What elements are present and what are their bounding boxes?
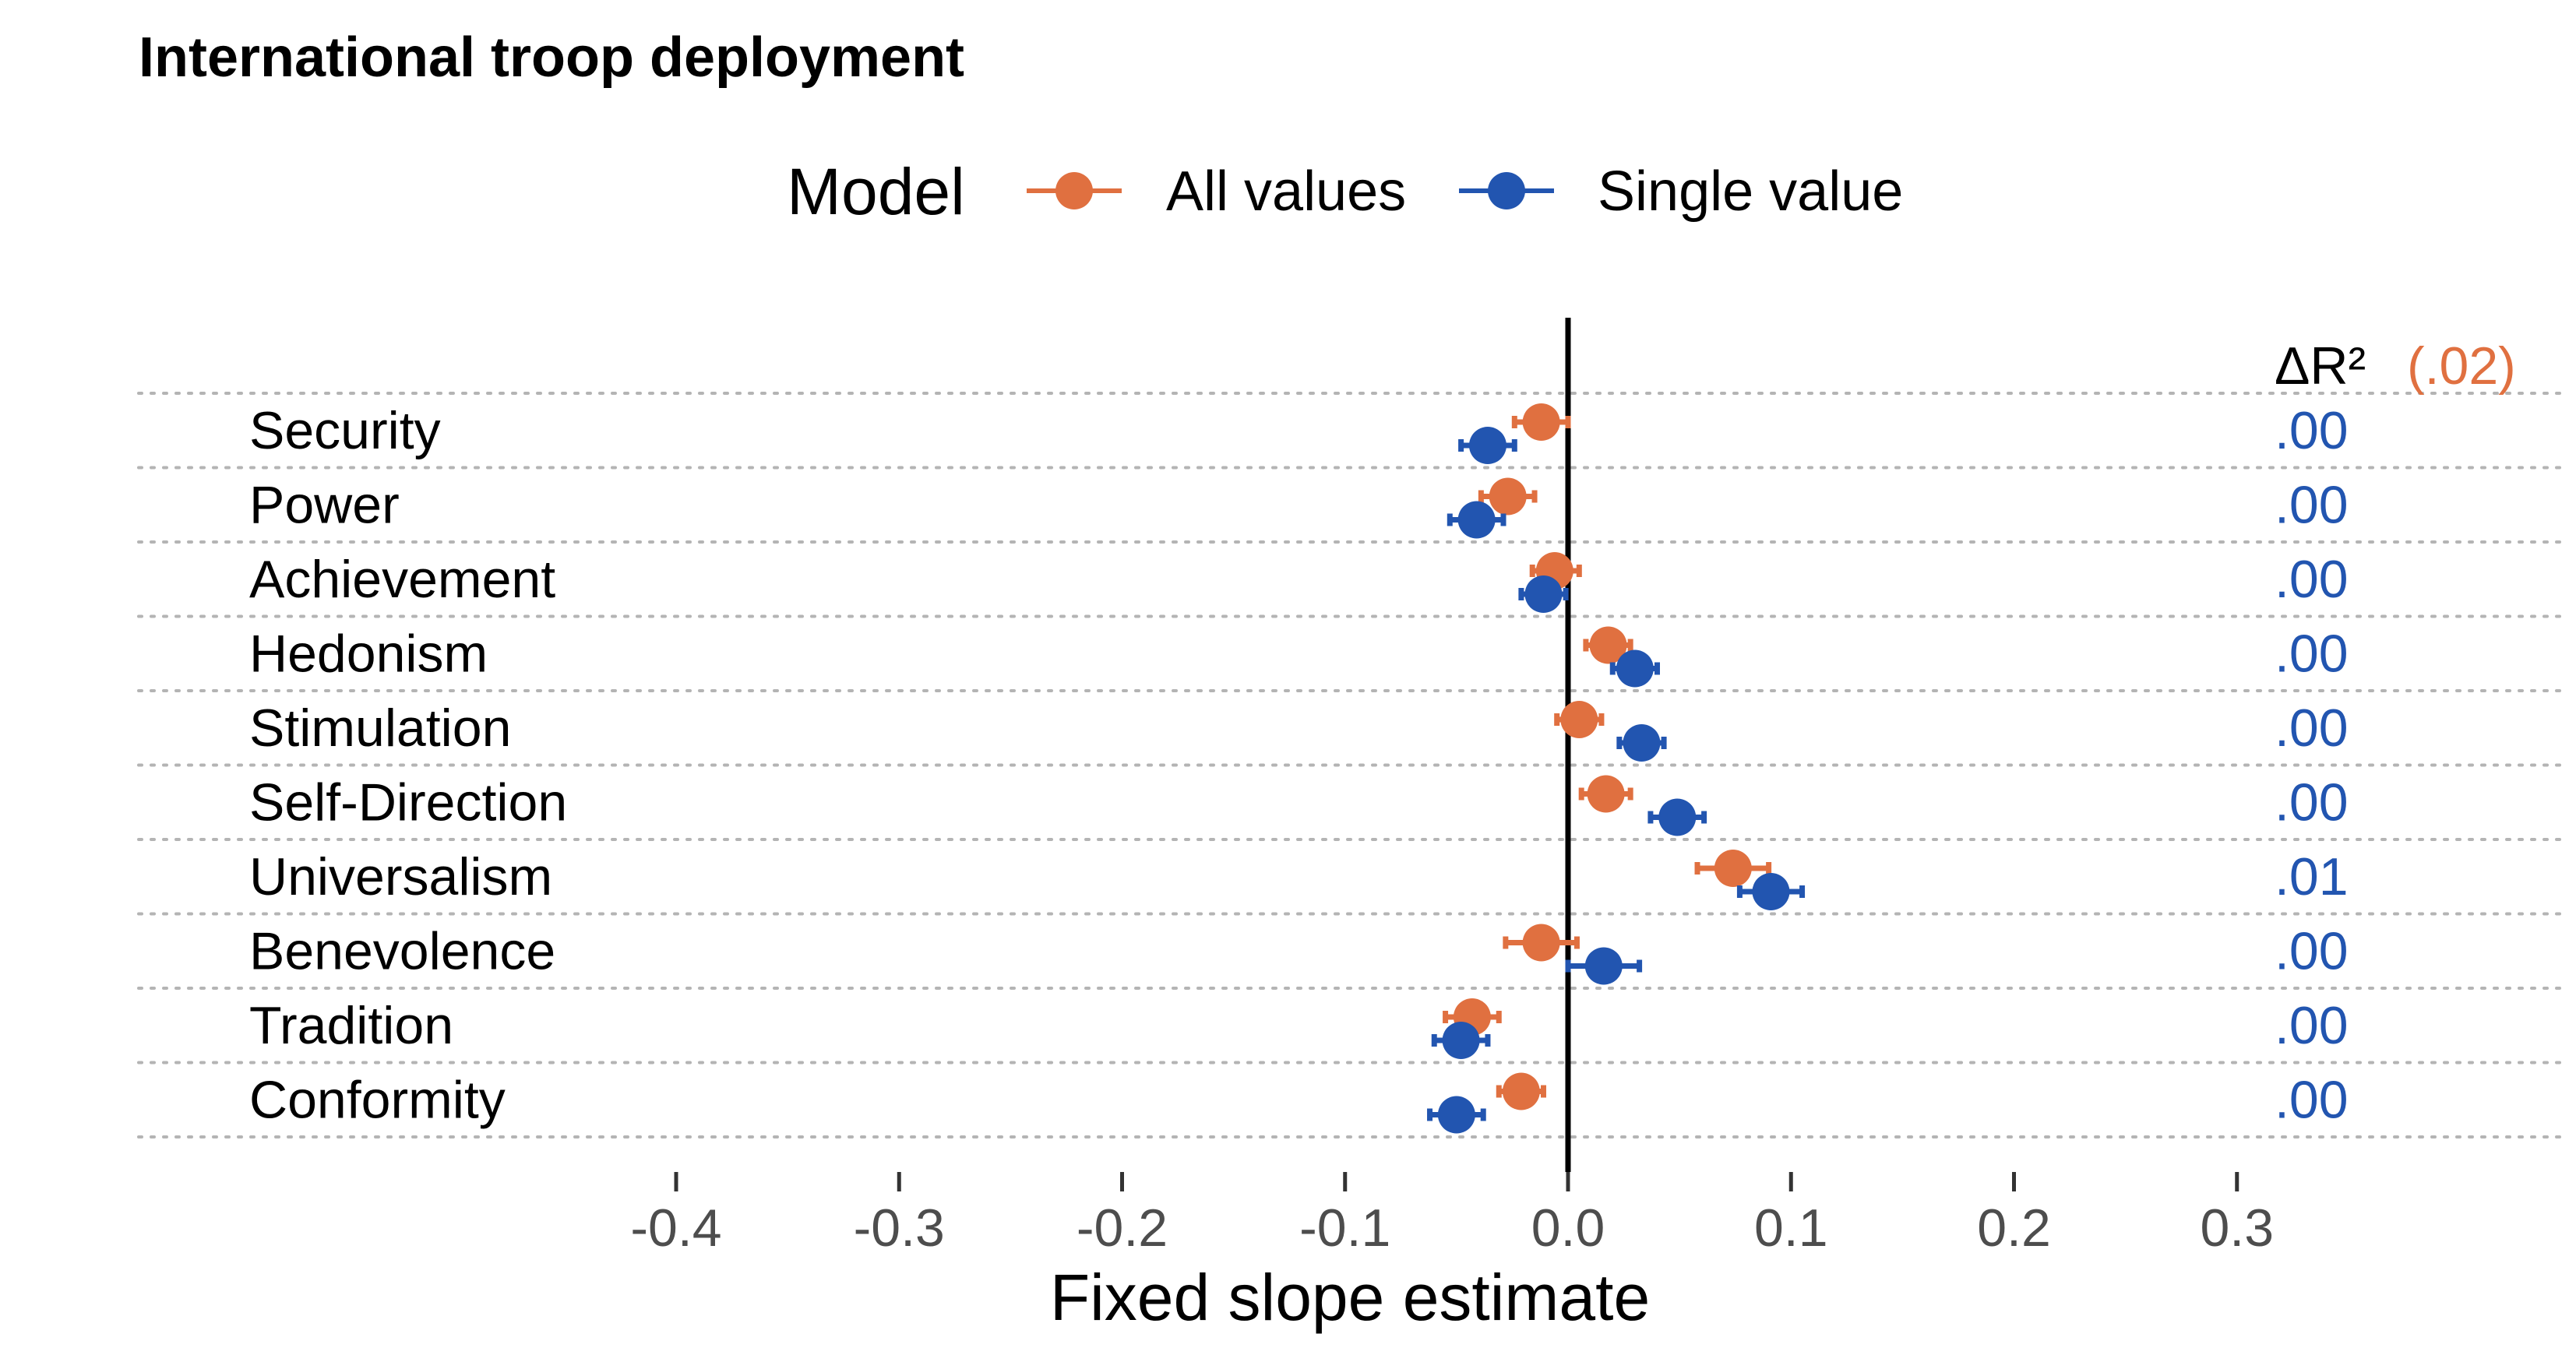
estimate-point-single-value	[1616, 649, 1654, 688]
estimate-point-single-value	[1658, 798, 1697, 836]
estimate-marks	[1427, 403, 1806, 1134]
legend-key-all-values-dot	[1055, 172, 1093, 209]
delta-r2-value: .00	[2275, 773, 2349, 832]
category-label: Tradition	[249, 996, 453, 1055]
estimate-point-single-value	[1442, 1022, 1480, 1059]
legend-title: Model	[787, 155, 965, 228]
delta-r2-header: ΔR²	[2275, 336, 2366, 396]
category-label: Hedonism	[249, 625, 488, 684]
estimate-point-all-values	[1522, 403, 1560, 441]
estimate-point-all-values	[1560, 701, 1598, 738]
legend-label-all-values: All values	[1166, 160, 1406, 223]
estimate-point-single-value	[1623, 724, 1661, 762]
legend: Model All values Single value	[787, 155, 1903, 228]
category-label: Self-Direction	[249, 773, 567, 832]
estimate-point-all-values	[1714, 850, 1752, 887]
estimate-point-single-value	[1752, 873, 1790, 910]
category-labels: Security Power Achievement Hedonism Stimulat…	[249, 401, 567, 1130]
x-tick-label: 0.3	[2200, 1198, 2274, 1258]
delta-r2-value: .00	[2275, 1071, 2349, 1130]
x-tick-label: 0.0	[1531, 1198, 1605, 1258]
x-tick-label: 0.2	[1977, 1198, 2051, 1258]
x-tick-label: -0.3	[854, 1198, 945, 1258]
estimate-point-single-value	[1584, 947, 1623, 985]
legend-label-single-value: Single value	[1598, 160, 1903, 223]
category-label: Security	[249, 401, 441, 460]
chart-title: International troop deployment	[139, 26, 964, 89]
delta-r2-column: ΔR² (.02) .00 .00 .00 .00 .00 .00 .01 .00 .00 .00	[2275, 336, 2516, 1130]
estimate-point-single-value	[1457, 501, 1496, 539]
delta-r2-value: .01	[2275, 847, 2349, 906]
category-label: Power	[249, 476, 400, 535]
delta-r2-value: .00	[2275, 996, 2349, 1055]
estimate-point-single-value	[1437, 1096, 1475, 1134]
legend-item-all-values: All values	[1027, 160, 1406, 223]
delta-r2-value: .00	[2275, 401, 2349, 460]
estimate-point-all-values	[1587, 775, 1625, 813]
grid-lines	[137, 392, 2564, 1138]
delta-r2-value: .00	[2275, 625, 2349, 684]
estimate-point-all-values	[1502, 1072, 1540, 1110]
category-label: Stimulation	[249, 699, 511, 758]
delta-r2-value: .00	[2275, 699, 2349, 758]
x-tick-label: -0.2	[1077, 1198, 1168, 1258]
estimate-point-all-values	[1589, 626, 1627, 664]
category-label: Universalism	[249, 847, 552, 906]
category-label: Achievement	[249, 550, 555, 609]
estimate-point-single-value	[1468, 427, 1506, 464]
x-axis-title: Fixed slope estimate	[1050, 1261, 1650, 1334]
delta-r2-value: .00	[2275, 550, 2349, 609]
x-tick-label: 0.1	[1754, 1198, 1828, 1258]
legend-key-single-value-dot	[1488, 172, 1525, 209]
x-tick-label: -0.1	[1299, 1198, 1390, 1258]
delta-r2-overall: (.02)	[2407, 336, 2516, 396]
legend-item-single-value: Single value	[1459, 160, 1903, 223]
category-label: Conformity	[249, 1071, 506, 1130]
estimate-point-all-values	[1489, 477, 1527, 516]
x-tick-label: -0.4	[630, 1198, 721, 1258]
category-label: Benevolence	[249, 922, 555, 981]
delta-r2-value: .00	[2275, 922, 2349, 981]
estimate-point-all-values	[1522, 924, 1560, 962]
estimate-point-single-value	[1524, 575, 1563, 613]
x-axis: -0.4 -0.3 -0.2 -0.1 0.0 0.1 0.2 0.3	[630, 1172, 2274, 1258]
delta-r2-value: .00	[2275, 476, 2349, 535]
